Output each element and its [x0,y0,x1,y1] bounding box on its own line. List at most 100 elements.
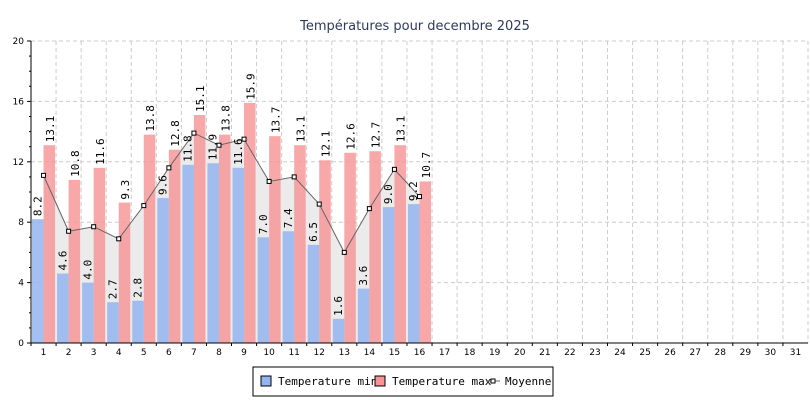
y-tick-label: 12 [13,158,24,168]
bar-max [269,136,281,343]
average-point [116,236,122,242]
average-point [41,172,47,178]
x-tick-label: 15 [389,348,400,358]
data-label-max: 10.7 [420,152,433,179]
average-point [417,194,422,200]
data-label-max: 13.1 [395,116,408,143]
bar-min [382,207,395,343]
x-tick-label: 17 [439,348,450,358]
x-tick-label: 28 [715,348,727,358]
bar-min [107,302,119,343]
bar-max [118,202,131,343]
data-label-min: 6.5 [307,222,320,242]
bar-max [168,149,181,343]
x-tick-label: 22 [564,348,575,358]
y-tick-label: 20 [13,37,25,47]
data-label-max: 13.1 [44,116,57,143]
x-tick-label: 16 [414,348,426,358]
x-tick-label: 4 [116,348,122,358]
data-label-min: 4.0 [81,260,94,280]
data-label-min: 7.0 [257,214,270,234]
x-tick-label: 2 [66,348,72,358]
x-tick-label: 18 [464,348,476,358]
x-tick-label: 12 [314,348,325,358]
bar-min [132,300,144,343]
bar-max [319,160,331,343]
average-point [191,130,197,136]
data-label-max: 10.8 [69,150,82,177]
data-label-max: 12.7 [370,122,383,149]
x-tick-label: 14 [364,348,376,358]
x-tick-label: 5 [141,348,147,358]
data-label-max: 13.1 [294,116,307,143]
x-tick-label: 27 [689,348,700,358]
x-tick-label: 23 [589,348,600,358]
bar-max [93,167,106,343]
x-tick-label: 3 [91,348,97,358]
bar-max [218,134,231,343]
average-point [166,165,172,171]
legend-label-max: Temperature max [392,375,492,388]
average-point [141,203,147,209]
data-label-max: 13.8 [219,105,232,132]
bar-min [32,219,44,343]
data-label-max: 15.9 [244,73,257,100]
x-tick-label: 21 [539,348,550,358]
x-tick-label: 26 [664,348,676,358]
data-label-min: 11.8 [182,135,195,162]
bar-max [344,152,356,343]
bar-max [369,151,381,343]
bar-max [294,145,306,343]
average-point [66,228,72,234]
bar-max [68,179,81,343]
data-label-min: 11.6 [232,138,245,165]
average-point [241,136,247,142]
data-label-min: 3.6 [357,266,370,286]
average-point [266,178,272,184]
average-point [316,201,322,207]
average-point [391,166,397,172]
data-label-max: 13.7 [269,107,282,134]
bar-min [307,244,320,343]
x-tick-label: 29 [740,348,752,358]
average-point [91,224,97,230]
legend-box [252,366,554,397]
x-tick-label: 1 [41,348,47,358]
x-tick-label: 24 [614,348,626,358]
data-label-max: 11.6 [94,138,107,165]
data-label-max: 9.3 [119,180,132,200]
x-tick-label: 11 [288,348,299,358]
bars [32,102,432,344]
data-label-min: 9.0 [382,184,395,204]
legend: Temperature min Temperature max Moyenne [252,366,554,397]
data-labels: 8.2 4.6 4.0 2.7 2.8 9.6 11.8 11.9 11.6 7.0 7.4 6.5 1… [31,73,433,315]
bar-min [282,231,295,343]
data-label-min: 2.7 [106,279,119,299]
data-label-max: 12.6 [345,123,358,150]
x-tick-label: 10 [263,348,275,358]
average-point [291,174,297,180]
bar-max [244,102,256,343]
legend-swatch-min [260,375,272,387]
legend-marker-avg [490,378,496,384]
legend-label-min: Temperature min [278,375,377,388]
bar-min [357,288,370,343]
data-label-min: 4.6 [56,251,69,271]
data-label-max: 13.8 [144,105,157,132]
x-tick-label: 25 [639,348,650,358]
average-line [41,130,422,255]
bar-min [207,163,219,343]
data-label-min: 1.6 [332,296,345,316]
bar-min [257,237,270,343]
bar-min [157,198,169,343]
data-label-max: 15.1 [194,85,207,112]
bar-min [332,318,345,343]
bar-max [43,145,56,343]
bar-max [193,114,206,344]
legend-label-avg: Moyenne [505,375,551,388]
bar-min [82,282,94,343]
x-tick-label: 20 [514,348,526,358]
data-label-min: 9.6 [157,175,170,195]
